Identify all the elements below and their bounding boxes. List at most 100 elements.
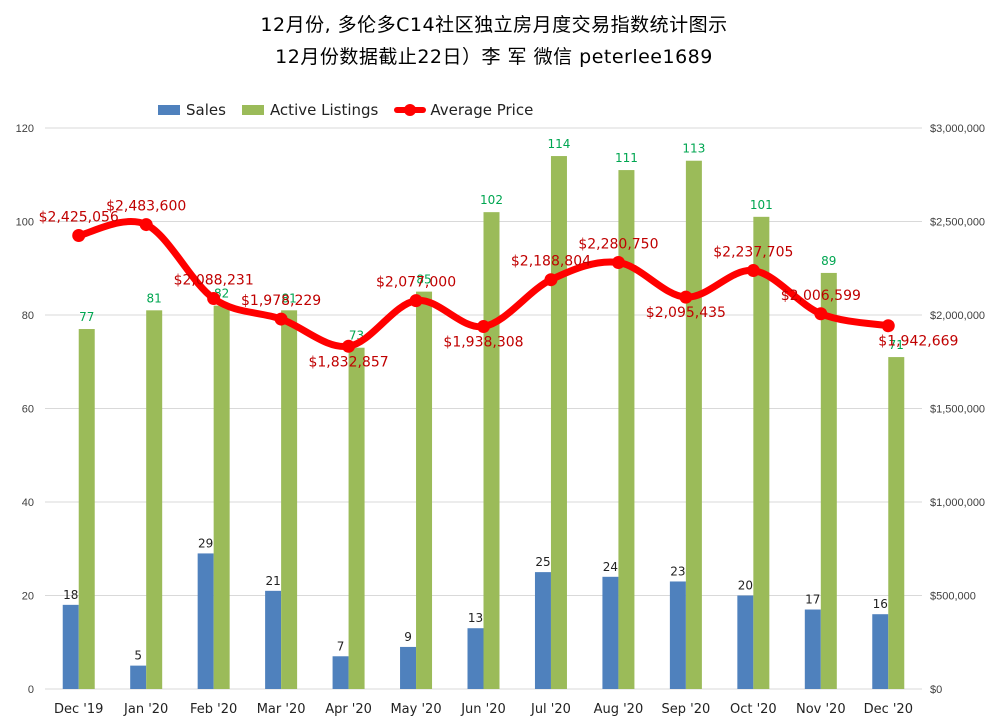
sales-bar	[332, 656, 349, 689]
left-axis-tick-label: 60	[22, 404, 34, 416]
active-listings-bar	[685, 160, 702, 690]
x-axis-tick-label: Aug '20	[594, 702, 644, 717]
active-listings-data-label: 81	[281, 291, 296, 305]
sales-bar	[467, 628, 484, 689]
active-listings-data-label: 111	[615, 151, 638, 165]
average-price-data-label: $2,483,600	[106, 199, 186, 215]
active-listings-bar	[348, 347, 365, 689]
x-axis-tick-label: Apr '20	[325, 702, 372, 717]
sales-data-label: 16	[873, 597, 888, 611]
average-price-data-label: $2,425,056	[39, 210, 119, 226]
active-listings-data-label: 85	[416, 273, 431, 287]
sales-bar	[130, 665, 147, 689]
active-listings-data-label: 71	[889, 338, 904, 352]
average-price-point	[679, 290, 693, 304]
legend-item-average-price: Average Price	[394, 100, 533, 120]
sales-bar	[602, 576, 619, 689]
legend-item-sales: Sales	[158, 101, 226, 119]
average-price-data-label: $1,832,857	[308, 354, 388, 370]
average-price-point	[207, 292, 221, 306]
sales-bar	[197, 553, 214, 689]
average-price-data-label: $1,978,229	[241, 293, 321, 309]
average-price-data-label: $2,088,231	[174, 273, 254, 289]
chart-title: 12月份, 多伦多C14社区独立房月度交易指数统计图示	[260, 14, 728, 36]
sales-data-label: 25	[535, 555, 550, 569]
x-axis-tick-label: Feb '20	[190, 702, 237, 717]
active-listings-data-label: 114	[548, 137, 571, 151]
average-price-point	[72, 229, 86, 243]
right-axis-tick-label: $3,000,000	[930, 123, 985, 135]
average-price-point	[342, 339, 356, 353]
active-listings-bar	[820, 272, 837, 689]
sales-bar	[669, 581, 686, 689]
average-price-point	[274, 312, 288, 326]
right-axis-tick-label: $1,000,000	[930, 497, 985, 509]
active-listings-data-label: 101	[750, 198, 773, 212]
legend-label-sales: Sales	[186, 101, 226, 119]
active-listings-bar	[416, 291, 433, 689]
left-axis-tick-label: 20	[22, 591, 34, 603]
active-listings-bar	[146, 310, 163, 689]
active-listings-bar	[753, 216, 770, 689]
sales-data-label: 9	[404, 630, 412, 644]
x-axis-tick-label: Sep '20	[662, 702, 711, 717]
sales-data-label: 18	[63, 588, 78, 602]
right-axis-tick-label: $2,500,000	[930, 217, 985, 229]
sales-data-label: 24	[603, 560, 618, 574]
legend-swatch-average-price	[394, 100, 427, 120]
legend-item-active-listings: Active Listings	[241, 101, 379, 119]
active-listings-data-label: 77	[79, 310, 94, 324]
right-axis-tick-label: $500,000	[930, 591, 976, 603]
average-price-data-label: $2,006,599	[781, 288, 861, 304]
sales-data-label: 7	[337, 639, 345, 653]
legend-label-average-price: Average Price	[430, 101, 534, 119]
left-axis-tick-label: 100	[16, 217, 34, 229]
average-price-point	[139, 218, 153, 232]
average-price-data-label: $1,942,669	[878, 334, 958, 350]
sales-bar	[872, 614, 889, 689]
average-price-data-label: $2,188,804	[511, 254, 591, 270]
average-price-point	[544, 273, 558, 287]
sales-data-label: 5	[134, 649, 142, 663]
x-axis-tick-label: Mar '20	[257, 702, 306, 717]
legend-label-active-listings: Active Listings	[269, 101, 379, 119]
sales-data-label: 20	[738, 579, 753, 593]
sales-bar	[534, 572, 551, 689]
left-axis-tick-label: 0	[28, 684, 34, 696]
active-listings-data-label: 102	[480, 193, 503, 207]
x-axis-tick-label: Dec '20	[864, 702, 913, 717]
legend: Sales Active Listings Average Price	[158, 100, 549, 120]
active-listings-data-label: 113	[682, 142, 705, 156]
x-axis-tick-label: May '20	[390, 702, 441, 717]
active-listings-bar	[888, 357, 905, 689]
active-listings-bar	[550, 156, 567, 690]
chart-subtitle: 12月份数据截止22日）李 军 微信 peterlee1689	[275, 46, 713, 68]
right-axis-tick-label: $1,500,000	[930, 404, 985, 416]
sales-data-label: 23	[670, 564, 685, 578]
sales-bar	[400, 646, 417, 689]
left-axis-tick-label: 80	[22, 310, 34, 322]
sales-data-label: 21	[265, 574, 280, 588]
average-price-data-label: $2,095,435	[646, 305, 726, 321]
sales-bar	[804, 609, 821, 689]
sales-bar	[265, 590, 282, 689]
active-listings-bar	[618, 170, 635, 689]
sales-data-label: 17	[805, 593, 820, 607]
x-axis-tick-label: Nov '20	[796, 702, 846, 717]
x-axis-tick-label: Jun '20	[460, 702, 506, 717]
active-listings-data-label: 89	[821, 254, 836, 268]
sales-bar	[62, 604, 79, 689]
average-price-point	[814, 307, 828, 321]
legend-swatch-sales	[158, 105, 180, 115]
active-listings-data-label: 81	[147, 291, 162, 305]
average-price-data-label: $2,077,000	[376, 275, 456, 291]
sales-data-label: 29	[198, 536, 213, 550]
average-price-data-label: $2,237,705	[713, 245, 793, 261]
average-price-point	[881, 319, 895, 333]
x-axis-tick-label: Jan '20	[123, 702, 168, 717]
average-price-data-label: $1,938,308	[443, 335, 523, 351]
x-axis-tick-label: Jul '20	[530, 702, 571, 717]
sales-bar	[737, 595, 754, 689]
left-axis-tick-label: 120	[16, 123, 34, 135]
